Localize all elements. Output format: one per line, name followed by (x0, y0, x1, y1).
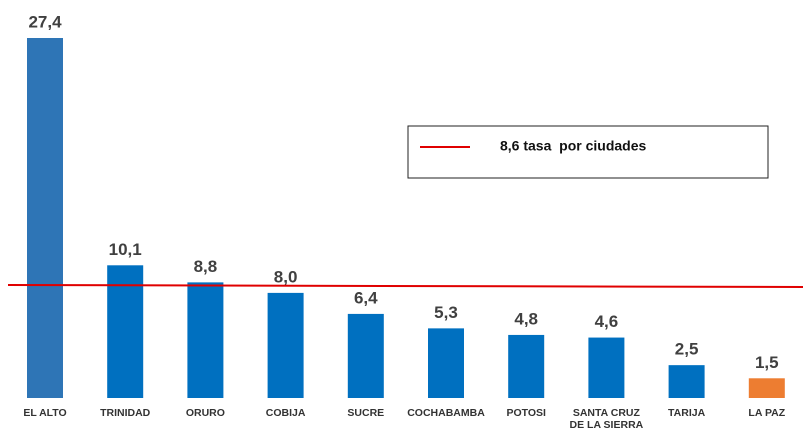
reference-line (7, 284, 803, 289)
bar (347, 313, 384, 398)
value-label: 5,3 (434, 303, 458, 322)
x-tick-label: TARIJA (668, 407, 706, 419)
x-tick-label: COCHABAMBA (407, 407, 485, 419)
bar (267, 292, 304, 398)
legend-label: 8,6 tasa por ciudades (500, 138, 646, 154)
value-label: 2,5 (675, 340, 699, 359)
value-label: 1,5 (755, 353, 779, 372)
value-label: 6,4 (354, 288, 378, 307)
bar (428, 328, 464, 398)
x-tick-label: TRINIDAD (100, 407, 151, 419)
value-label: 10,1 (109, 240, 142, 259)
bar (748, 378, 785, 398)
bar (107, 265, 144, 398)
bar (187, 282, 224, 398)
value-label: 4,8 (514, 309, 538, 328)
x-tick-label: LA PAZ (748, 407, 786, 419)
bar (668, 365, 705, 398)
value-label: 4,6 (595, 312, 619, 331)
bar (27, 38, 63, 398)
bar (588, 337, 625, 398)
x-tick-label: SANTA CRUZ DE LA SIERRA (569, 407, 644, 431)
value-label: 8,0 (274, 267, 298, 286)
value-label: 27,4 (28, 12, 62, 31)
legend-box (407, 125, 769, 179)
x-tick-label: COBIJA (265, 407, 306, 419)
x-tick-label: EL ALTO (23, 407, 67, 419)
x-tick-label: ORURO (185, 407, 225, 419)
x-tick-label: SUCRE (347, 407, 385, 419)
bar (508, 334, 545, 398)
x-tick-label: POTOSI (506, 407, 546, 419)
value-label: 8,8 (194, 257, 218, 276)
